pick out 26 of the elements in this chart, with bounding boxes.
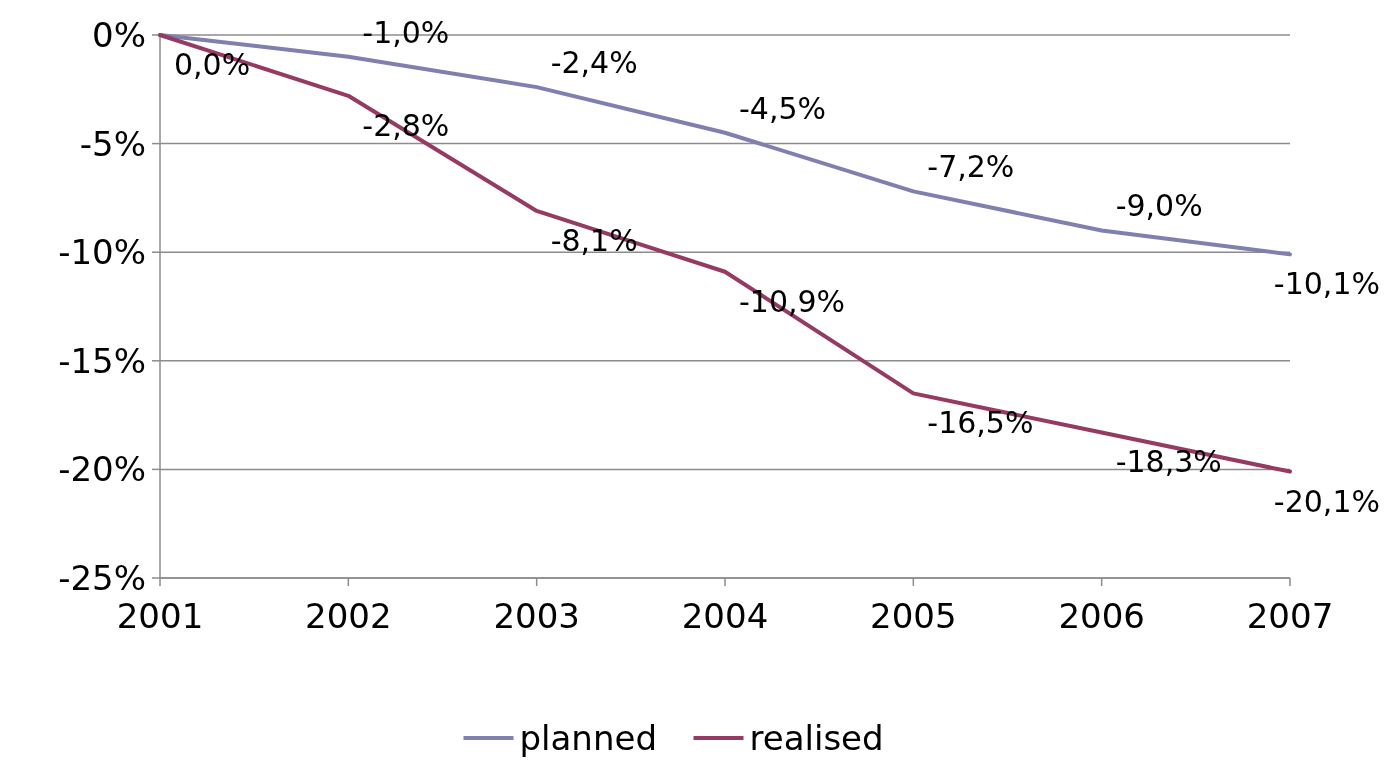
legend-label: planned — [519, 717, 657, 758]
y-tick-label: -10% — [58, 232, 146, 273]
x-tick-label: 2006 — [1058, 596, 1145, 636]
x-tick-label: 2001 — [116, 596, 204, 636]
x-tick-label: 2004 — [681, 596, 769, 636]
x-tick-label: 2005 — [870, 596, 957, 636]
legend-label: realised — [749, 717, 884, 758]
data-label: -4,5% — [739, 90, 827, 126]
y-tick-label: -5% — [79, 123, 146, 164]
data-label: -2,4% — [550, 45, 638, 81]
data-label: -16,5% — [927, 405, 1034, 441]
data-label: -7,2% — [927, 149, 1015, 185]
y-tick-label: 0% — [92, 14, 146, 55]
y-tick-label: -20% — [58, 449, 146, 490]
data-label: -1,0% — [362, 14, 450, 50]
data-label: 0,0% — [174, 47, 251, 82]
data-label: -10,1% — [1273, 266, 1380, 302]
data-label: -18,3% — [1115, 444, 1222, 480]
data-label: -9,0% — [1115, 188, 1203, 224]
x-tick-label: 2007 — [1246, 596, 1334, 636]
x-tick-label: 2002 — [305, 596, 392, 636]
x-tick-label: 2003 — [493, 596, 580, 636]
data-label: -8,1% — [550, 222, 638, 258]
data-label: -20,1% — [1273, 483, 1380, 519]
y-tick-label: -25% — [58, 557, 146, 598]
y-tick-label: -15% — [58, 340, 146, 381]
